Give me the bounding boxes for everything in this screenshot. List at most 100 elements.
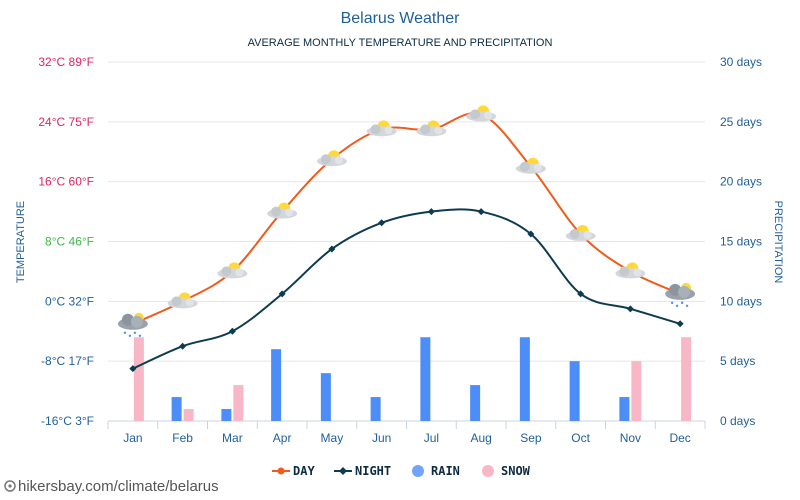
y-right-tick-label: 20 days (720, 175, 762, 189)
y-axis-right-title: PRECIPITATION (772, 201, 784, 284)
night-point (577, 290, 585, 298)
snowflake (685, 304, 689, 308)
cloud-part (130, 315, 143, 328)
cloud-part (370, 124, 381, 135)
cloud-part (470, 109, 481, 120)
cloud-part (669, 283, 682, 296)
x-tick-label: Nov (620, 431, 641, 445)
cloud-part (185, 298, 194, 307)
y-left-tick-label: 8°C 46°F (45, 235, 94, 249)
rain-bar (519, 337, 530, 421)
y-right-tick-label: 25 days (720, 115, 762, 129)
cloud-part (569, 229, 580, 240)
snow-cloud-icon (117, 312, 148, 337)
rain-bar (470, 385, 481, 421)
x-tick-label: Oct (571, 431, 590, 445)
legend-item-rain[interactable]: RAIN (412, 464, 460, 478)
sun-cloud-icon (167, 292, 198, 309)
sun-cloud-icon (466, 105, 497, 122)
rain-bar (171, 397, 182, 421)
cloud-part (484, 111, 493, 120)
sun-cloud-icon (267, 202, 298, 219)
cloud-part (420, 124, 431, 135)
snow-bar (183, 409, 194, 421)
cloud-part (334, 156, 343, 165)
weather-icons-layer (117, 105, 696, 337)
legend-item-day[interactable]: DAY (272, 464, 315, 478)
sun-cloud-icon (316, 150, 347, 167)
cloud-part (583, 231, 592, 240)
x-tick-label: Mar (222, 431, 243, 445)
x-tick-label: Jun (372, 431, 391, 445)
snow-bar (233, 385, 244, 421)
legend-label-day: DAY (293, 464, 315, 478)
snow-bar (133, 337, 144, 421)
ticks-layer: 32°C 89°F 24°C 75°F 16°C 60°F 8°C 46°F 0°C 3… (38, 55, 762, 445)
snowflake (138, 334, 142, 337)
y-right-tick-label: 30 days (720, 55, 762, 69)
x-tick-label: Jul (424, 431, 439, 445)
sun-cloud-icon (366, 120, 397, 137)
night-point (477, 208, 485, 216)
x-tick-label: Jan (123, 431, 142, 445)
x-tick-label: Dec (669, 431, 690, 445)
rain-bar (271, 349, 282, 421)
y-right-tick-label: 10 days (720, 294, 762, 308)
chart-title: Belarus Weather (341, 10, 461, 27)
night-point (626, 305, 634, 313)
night-point (527, 230, 535, 238)
sun-cloud-icon (416, 120, 447, 137)
cloud-part (121, 313, 134, 326)
footer-source[interactable]: hikersbay.com/climate/belarus (4, 478, 219, 495)
y-left-tick-label: 16°C 60°F (38, 175, 94, 189)
night-point (278, 290, 286, 298)
y-left-tick-label: 24°C 75°F (38, 115, 94, 129)
day-temperature-line (132, 112, 681, 325)
night-point (228, 327, 236, 335)
legend-label-night: NIGHT (355, 464, 391, 478)
rain-bar (320, 373, 331, 421)
night-point (179, 342, 187, 350)
snowflake (133, 331, 137, 334)
snowflake (680, 301, 684, 305)
sun-cloud-icon (615, 262, 646, 279)
night-point (129, 365, 137, 373)
cloud-part (633, 268, 642, 277)
snowflake (675, 304, 679, 308)
y-right-tick-label: 5 days (720, 354, 755, 368)
snowflake (123, 331, 127, 334)
cloud-part (285, 208, 294, 217)
rain-bar (370, 397, 381, 421)
y-right-tick-label: 0 days (720, 414, 755, 428)
cloud-part (171, 296, 182, 307)
snowflake (670, 301, 674, 305)
night-point (676, 320, 684, 328)
rain-bar (619, 397, 630, 421)
night-point (427, 208, 435, 216)
y-left-tick-label: 0°C 32°F (45, 294, 94, 308)
chart-subtitle: AVERAGE MONTHLY TEMPERATURE AND PRECIPIT… (248, 37, 553, 49)
cloud-part (235, 268, 244, 277)
grid-layer (107, 61, 706, 429)
cloud-part (533, 163, 542, 172)
legend-label-rain: RAIN (431, 464, 460, 478)
y-left-tick-label: -8°C 17°F (41, 354, 94, 368)
x-tick-label: Apr (273, 431, 292, 445)
y-left-tick-label: -16°C 3°F (41, 414, 94, 428)
x-tick-label: Feb (172, 431, 193, 445)
x-tick-label: Aug (470, 431, 491, 445)
legend-item-snow[interactable]: SNOW (482, 464, 531, 478)
rain-bar (420, 337, 431, 421)
y-right-tick-label: 15 days (720, 235, 762, 249)
legend-item-night[interactable]: NIGHT (334, 464, 391, 478)
snow-bar (681, 337, 692, 421)
cloud-part (221, 266, 232, 277)
footer-link[interactable]: hikersbay.com/climate/belarus (18, 478, 219, 495)
night-temperature-line (132, 208, 681, 370)
cloud-part (678, 285, 691, 298)
x-tick-label: May (321, 431, 344, 445)
legend: DAY NIGHT RAIN SNOW (272, 464, 531, 478)
x-tick-label: Sep (520, 431, 542, 445)
y-left-tick-label: 32°C 89°F (38, 55, 94, 69)
